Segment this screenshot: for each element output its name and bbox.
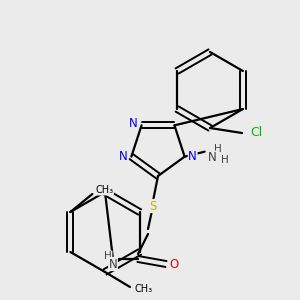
Text: N: N bbox=[109, 257, 117, 271]
Text: H: H bbox=[214, 144, 221, 154]
Text: N: N bbox=[129, 117, 138, 130]
Text: H: H bbox=[221, 155, 229, 165]
Text: CH₃: CH₃ bbox=[135, 284, 153, 294]
Text: O: O bbox=[169, 257, 178, 271]
Text: CH₃: CH₃ bbox=[95, 185, 113, 195]
Text: N: N bbox=[208, 151, 217, 164]
Text: N: N bbox=[188, 150, 197, 163]
Text: S: S bbox=[149, 200, 157, 212]
Text: Cl: Cl bbox=[250, 127, 262, 140]
Text: H: H bbox=[104, 251, 112, 261]
Text: N: N bbox=[119, 150, 128, 163]
